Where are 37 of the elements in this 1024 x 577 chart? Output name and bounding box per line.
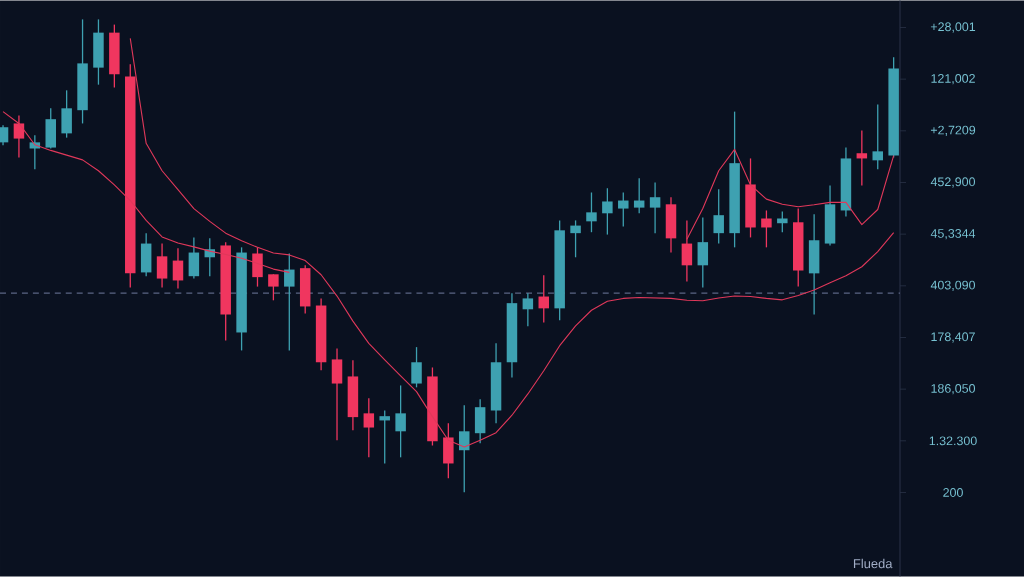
candlestick [268,273,279,301]
candlestick [856,129,868,187]
candlestick [633,177,645,214]
text: 403,090 [930,280,976,291]
candlestick [586,191,597,233]
candlestick [188,236,200,280]
text: +28,001 [930,22,976,33]
candlestick [570,219,581,258]
candlestick [602,187,613,236]
candlestick [681,219,693,283]
text: 452,900 [930,177,976,188]
candlestick [172,247,184,290]
candlestick [697,216,709,289]
candlestick [363,397,375,458]
candlestick [0,124,9,146]
candlestick [649,181,661,234]
candlestick [761,209,772,248]
candlestick [284,252,295,352]
candlestick [13,114,25,159]
text: 1.32.300 [929,436,977,446]
text: 186,050 [931,384,976,395]
candlestick [252,246,263,288]
text: 200 [943,488,963,497]
candlestick [411,346,422,388]
candlestick [395,384,406,458]
text: Flueda [853,558,893,569]
candlestick [156,242,168,289]
candlestick [777,210,788,233]
candlestick [618,191,629,228]
candlestick [522,292,534,327]
candlestick [713,188,724,245]
text: 178,407 [931,332,975,343]
candlestick [379,409,390,465]
candlestick [872,103,883,170]
text: 121,002 [931,74,975,85]
text: +2,7209 [930,125,976,136]
text: 45,3344 [930,229,976,240]
